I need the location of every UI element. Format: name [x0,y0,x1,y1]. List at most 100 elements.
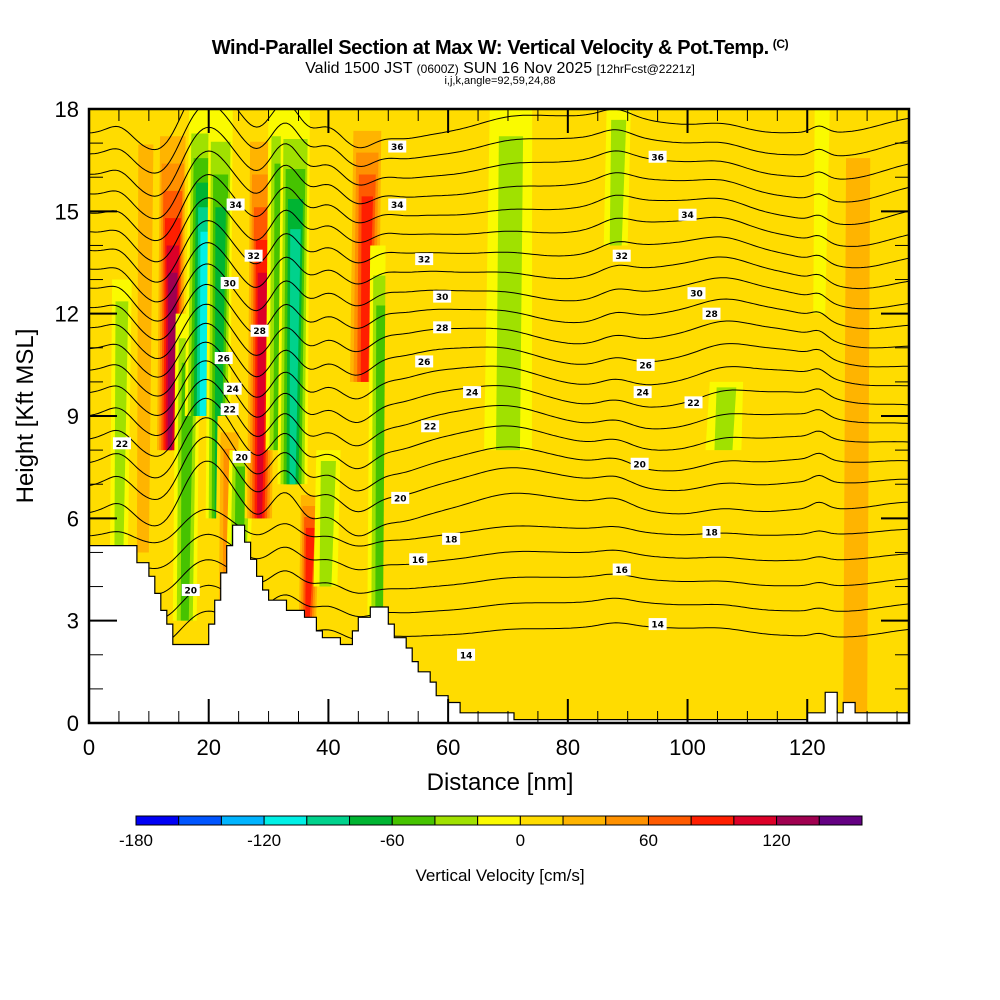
isentrope-line [89,397,909,470]
isentrope-label-bg [220,276,239,289]
isentrope-label: 30 [687,287,706,300]
isentrope-label-text: 20 [633,460,646,470]
isentrope-label-text: 34 [681,211,694,221]
isentrope-label: 24 [223,382,242,395]
w-band-level [114,301,129,553]
w-band [813,109,830,314]
isentrope-line [89,460,909,537]
isentrope-label: 24 [463,386,482,399]
x-tick-label: 80 [556,735,580,760]
isentrope-label: 22 [684,396,703,409]
w-band [705,381,744,451]
isentrope-label-text: 20 [394,494,407,504]
isentrope-label: 32 [244,249,263,262]
isentrope-line [89,559,909,595]
isentrope-label-bg [633,386,652,399]
section-indices: i,j,k,angle=92,59,24,88 [444,75,556,87]
isentrope-label-bg [433,321,452,334]
isentrope-label: 20 [391,491,410,504]
isentrope-label-text: 32 [615,252,628,262]
isentrope-label-bg [636,358,655,371]
isentrope-label-bg [630,457,649,470]
isentrope-label-text: 34 [229,201,242,211]
isentrope-label-text: 30 [690,290,703,300]
isentrope-line [89,109,909,174]
x-tick-label: 60 [436,735,460,760]
x-tick-label: 100 [669,735,706,760]
isentrope-label-bg [612,563,631,576]
colorbar-tick-label: 60 [639,831,658,850]
isentrope-line [89,436,909,513]
isentrope-label-text: 30 [436,293,449,303]
x-tick-label: 40 [316,735,340,760]
isentrope-label-text: 22 [687,399,700,409]
w-band [109,279,132,553]
colorbar-swatch [605,815,649,826]
isentrope-label: 30 [220,276,239,289]
colorbar-swatch [391,815,436,826]
isentrope-label-bg [214,352,233,365]
y-axis-title: Height [Kft MSL] [12,329,39,504]
w-band [313,450,341,587]
isentrope-label-text: 24 [636,389,649,399]
isentrope-label-bg [409,553,428,566]
isentrope-label-text: 34 [391,201,404,211]
colorbar-swatch [263,815,308,826]
isentrope-label-text: 36 [651,153,664,163]
isentrope-label-text: 32 [418,256,431,266]
isentrope-line [89,109,909,151]
isentrope-label: 26 [415,355,434,368]
isentrope-line [89,197,909,263]
colorbar-swatch [349,815,393,826]
isentrope-label: 22 [220,403,239,416]
isentrope-label: 14 [457,648,476,661]
isentrope-label: 36 [388,140,407,153]
isentrope-label: 28 [702,307,721,320]
isentrope-line [89,283,909,341]
isentrope-label-bg [250,324,269,337]
isentrope-contours [89,109,909,647]
w-band [346,109,384,382]
valid-time: Valid 1500 JST [305,60,413,77]
isentrope-label-bg [678,208,697,221]
isentrope-line [89,378,909,447]
isentrope-label-bg [181,583,200,596]
w-band-level [360,196,374,382]
colorbar-swatch [135,815,180,826]
isentrope-label-bg [457,648,476,661]
w-band-level [714,387,737,451]
isentrope-label-text: 32 [247,252,260,262]
isentrope-label: 36 [648,150,667,163]
colorbar-swatch [306,815,351,826]
isentrope-label-bg [442,532,461,545]
colorbar-swatch [647,815,692,826]
isentrope-line [89,508,909,547]
colorbar-swatch [562,815,607,826]
isentrope-label: 14 [648,618,667,631]
y-tick-label: 3 [67,609,79,634]
isentrope-label-text: 18 [445,535,458,545]
isentrope-label-bg [687,287,706,300]
isentrope-label: 18 [702,525,721,538]
isentrope-label: 20 [630,457,649,470]
isentrope-label: 30 [433,290,452,303]
isentrope-label: 22 [112,437,131,450]
isentrope-label-bg [415,253,434,266]
colorbar-swatch [477,815,521,826]
isentrope-label-text: 24 [226,385,239,395]
isentrope-label-text: 28 [705,310,718,320]
y-tick-label: 0 [67,711,79,736]
isentrope-label: 22 [421,420,440,433]
isentrope-line [89,126,909,197]
y-tick-label: 9 [67,404,79,429]
isentrope-label-text: 18 [705,528,718,538]
isentrope-label-bg [112,437,131,450]
w-band [130,109,158,553]
isentrope-label-text: 24 [466,389,479,399]
isentrope-label-text: 22 [116,440,129,450]
isentrope-label-bg [702,307,721,320]
isentrope-label-text: 22 [223,406,236,416]
isentrope-label-text: 26 [639,361,652,371]
isentrope-label-bg [648,150,667,163]
